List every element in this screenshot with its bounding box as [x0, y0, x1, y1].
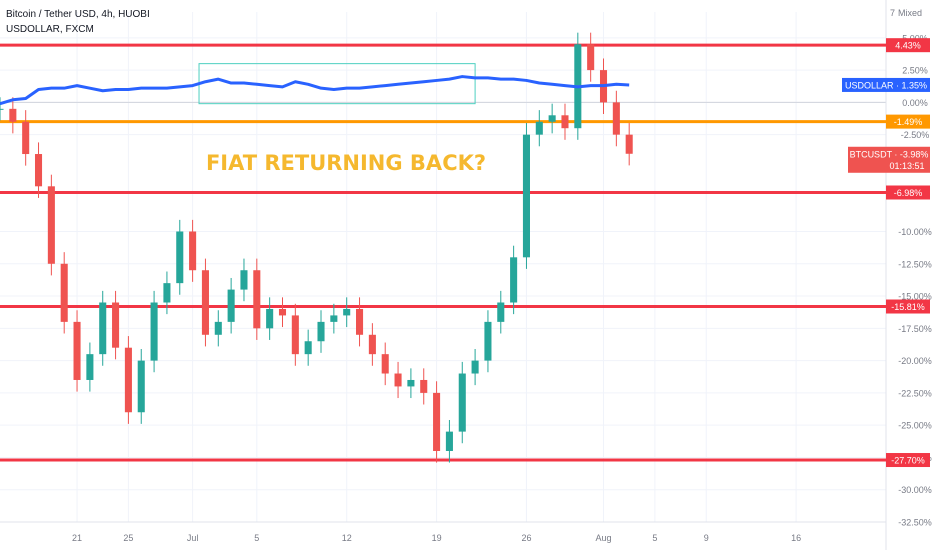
btc-candle-1: [9, 108, 17, 122]
btc-candle-36: [458, 373, 466, 432]
btc-candle-25: [317, 321, 325, 342]
level-label-bg-1: [886, 114, 930, 129]
btc-candle-20: [253, 270, 261, 329]
btc-candle-41: [522, 134, 530, 258]
y-tick-label-8: -20.00%: [898, 356, 932, 366]
btc-candle-40: [510, 257, 518, 303]
btc-candle-3: [34, 154, 43, 187]
level-label-1: -1.49%: [894, 117, 923, 127]
btc-candle-29: [368, 334, 376, 355]
x-tick-label-10: 16: [791, 533, 801, 543]
btcusdt-countdown: 01:13:51: [889, 161, 924, 171]
y-tick-label-5: -12.50%: [898, 259, 932, 269]
x-tick-label-4: 12: [342, 533, 352, 543]
btc-candle-24: [304, 341, 312, 355]
usdollar-value-label: USDOLLAR · 1.35%: [845, 80, 927, 90]
btc-candle-9: [112, 302, 120, 348]
btc-candle-42: [535, 121, 543, 135]
btc-candle-37: [471, 360, 479, 374]
btc-candle-27: [343, 308, 351, 316]
btc-candle-4: [47, 186, 55, 264]
btc-candle-48: [612, 102, 620, 135]
btc-candle-13: [163, 283, 171, 303]
y-tick-label-7: -17.50%: [898, 324, 932, 334]
x-tick-label-0: 21: [72, 533, 82, 543]
scale-mode-button[interactable]: 7 Mixed: [890, 8, 922, 18]
y-tick-label-13: -32.50%: [898, 518, 932, 528]
btc-candle-34: [433, 392, 441, 451]
btc-candle-12: [150, 302, 158, 361]
btc-candle-30: [381, 354, 389, 374]
usdollar-line[interactable]: [0, 75, 630, 106]
level-label-2: -6.98%: [894, 188, 923, 198]
symbol-legend: Bitcoin / Tether USD, 4h, HUOBI: [6, 9, 150, 20]
btc-candle-35: [445, 431, 453, 451]
x-tick-label-5: 19: [432, 533, 442, 543]
btc-candle-19: [240, 270, 248, 290]
btc-candle-8: [99, 302, 107, 355]
x-tick-label-8: 5: [652, 533, 657, 543]
y-tick-label-2: 0.00%: [902, 98, 928, 108]
level-label-0: 4.43%: [895, 41, 921, 51]
scale-mode-label: Mixed: [897, 8, 922, 18]
btc-candle-17: [214, 321, 222, 335]
x-tick-label-2: Jul: [187, 533, 199, 543]
btc-candle-26: [330, 315, 338, 322]
y-tick-label-6: -15.00%: [898, 292, 932, 302]
btc-candle-49: [625, 134, 633, 154]
btc-candle-33: [420, 379, 428, 393]
btc-candle-43: [548, 115, 556, 122]
btc-candle-22: [278, 308, 287, 316]
x-tick-label-9: 9: [704, 533, 709, 543]
x-tick-label-1: 25: [123, 533, 133, 543]
btc-candle-14: [176, 231, 184, 284]
compare-legend: USDOLLAR, FXCM: [6, 24, 94, 35]
usdollar-value-bg: [842, 77, 930, 92]
btc-candle-39: [497, 302, 505, 322]
level-label-bg-0: [886, 38, 930, 53]
btc-candle-21: [266, 308, 274, 329]
btc-candle-15: [189, 231, 197, 271]
y-tick-label-12: -30.00%: [898, 485, 932, 495]
btc-candle-11: [137, 360, 145, 413]
x-tick-label-7: Aug: [595, 533, 611, 543]
y-tick-label-3: -2.50%: [901, 130, 930, 140]
btc-candle-16: [201, 270, 209, 335]
btcusdt-value-bg: [848, 146, 930, 173]
btc-candle-7: [86, 354, 94, 380]
level-label-bg-4: [886, 453, 930, 468]
btc-candle-5: [60, 263, 68, 322]
btc-candle-32: [407, 379, 415, 387]
level-label-4: -27.70%: [891, 456, 925, 466]
x-tick-label-6: 26: [521, 533, 531, 543]
btc-candle-28: [356, 308, 364, 335]
btc-candle-38: [484, 321, 492, 361]
btcusdt-value-label: BTCUSDT · -3.98%: [850, 149, 929, 159]
btc-candle-10: [124, 347, 132, 413]
y-tick-label-1: 2.50%: [902, 66, 928, 76]
scale-mode-number: 7: [889, 8, 895, 18]
btc-candle-6: [73, 321, 81, 380]
btc-candle-31: [394, 373, 402, 387]
annotation-text: FIAT RETURNING BACK?: [206, 151, 486, 175]
y-tick-label-10: -25.00%: [898, 421, 932, 431]
x-tick-label-3: 5: [254, 533, 259, 543]
btc-candle-46: [587, 44, 595, 71]
btc-candle-23: [291, 315, 299, 355]
level-label-3: -15.81%: [891, 302, 925, 312]
btc-candle-2: [22, 121, 30, 155]
level-label-bg-3: [886, 299, 930, 314]
btc-candle-0: [0, 108, 4, 110]
btc-candle-44: [561, 115, 569, 129]
btc-candle-18: [227, 289, 235, 322]
level-label-bg-2: [886, 185, 930, 200]
y-tick-label-9: -22.50%: [898, 388, 932, 398]
y-tick-label-4: -10.00%: [898, 227, 932, 237]
